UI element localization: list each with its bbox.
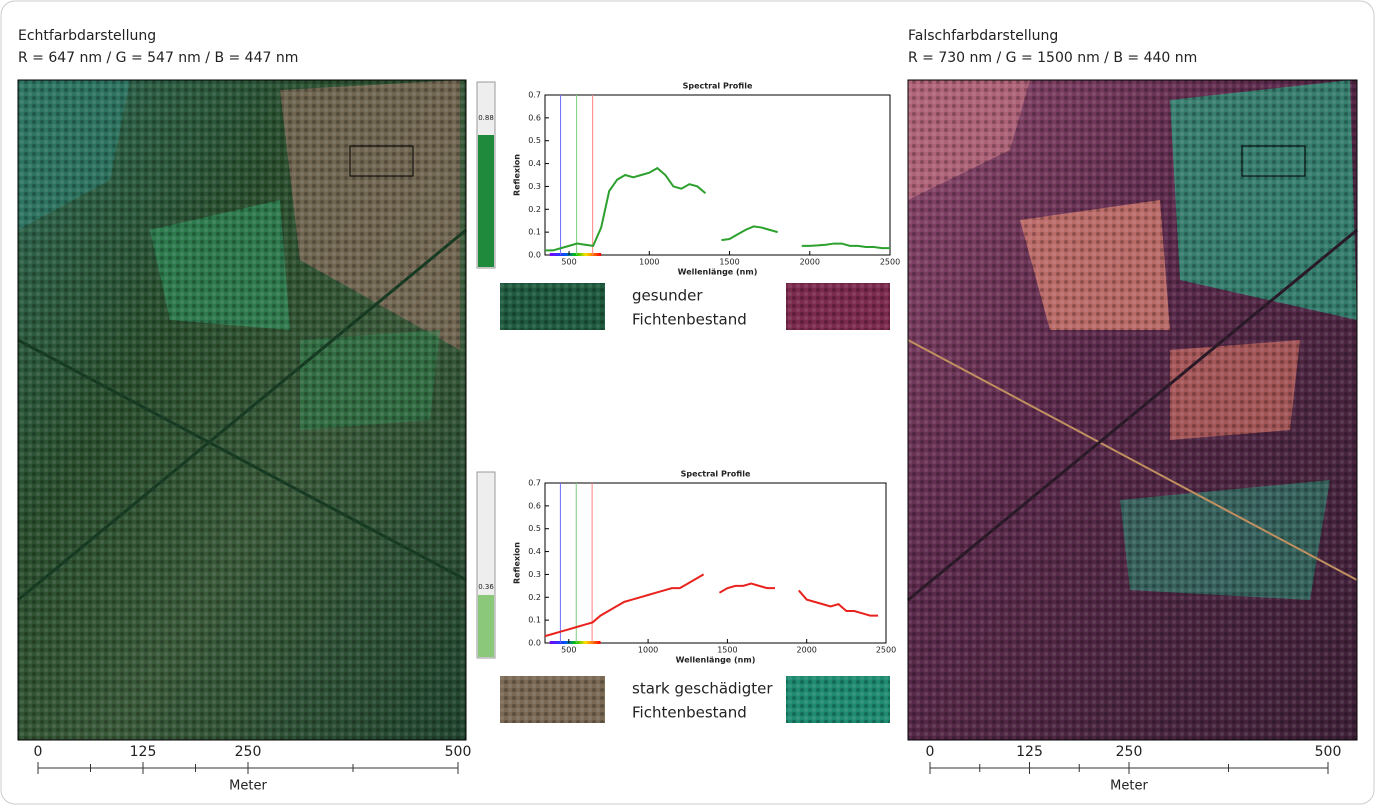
y-tick-label: 0.2 bbox=[528, 205, 541, 214]
panel-title: Falschfarbdarstellung bbox=[908, 28, 1058, 44]
scale-label: 0 bbox=[34, 744, 43, 760]
x-tick-label: 1500 bbox=[717, 646, 737, 655]
scale-label: 500 bbox=[1315, 744, 1342, 760]
y-tick-label: 0.4 bbox=[528, 159, 541, 168]
panel-subtitle: R = 730 nm / G = 1500 nm / B = 440 nm bbox=[908, 50, 1197, 66]
y-tick-label: 0.2 bbox=[528, 593, 541, 602]
scale-label: 250 bbox=[1116, 744, 1143, 760]
y-tick-label: 0.4 bbox=[528, 547, 541, 556]
y-tick-label: 0.7 bbox=[528, 91, 541, 100]
true-color-image bbox=[18, 80, 466, 740]
figure: 0.88 0.36 gesunder Fichtenbestand stark … bbox=[0, 0, 1375, 805]
x-tick-label: 2500 bbox=[880, 258, 900, 267]
swatch-label: stark geschädigter bbox=[632, 680, 773, 698]
y-tick-label: 0.5 bbox=[528, 136, 541, 145]
scale-label: 0 bbox=[926, 744, 935, 760]
x-tick-label: 1000 bbox=[638, 646, 658, 655]
x-tick-label: 500 bbox=[561, 258, 576, 267]
y-tick-label: 0.0 bbox=[528, 639, 541, 648]
scale-title: Meter bbox=[229, 779, 267, 794]
swatch-label: gesunder bbox=[632, 287, 703, 305]
y-tick-label: 0.0 bbox=[528, 251, 541, 260]
y-tick-label: 0.6 bbox=[528, 501, 541, 510]
y-tick-label: 0.5 bbox=[528, 524, 541, 533]
panel-subtitle: R = 647 nm / G = 547 nm / B = 447 nm bbox=[18, 50, 298, 66]
x-tick-label: 1500 bbox=[719, 258, 739, 267]
swatch-label: Fichtenbestand bbox=[632, 704, 747, 722]
x-tick-label: 1000 bbox=[639, 258, 659, 267]
slider-value: 0.36 bbox=[478, 583, 494, 591]
scale-title: Meter bbox=[1110, 779, 1148, 794]
x-tick-label: 2000 bbox=[797, 646, 817, 655]
scale-label: 500 bbox=[445, 744, 472, 760]
scale-label: 125 bbox=[130, 744, 157, 760]
spectrum-bar bbox=[550, 641, 601, 644]
y-axis-label: Reflexion bbox=[513, 154, 522, 196]
y-tick-label: 0.3 bbox=[528, 182, 541, 191]
slider-value: 0.88 bbox=[478, 114, 494, 122]
y-tick-label: 0.7 bbox=[528, 479, 541, 488]
chart-title: Spectral Profile bbox=[681, 470, 751, 479]
x-axis-label: Wellenlänge (nm) bbox=[676, 656, 756, 665]
y-axis-label: Reflexion bbox=[513, 542, 522, 584]
y-tick-label: 0.1 bbox=[528, 228, 541, 237]
y-tick-label: 0.3 bbox=[528, 570, 541, 579]
y-tick-label: 0.1 bbox=[528, 616, 541, 625]
x-tick-label: 500 bbox=[561, 646, 576, 655]
y-tick-label: 0.6 bbox=[528, 113, 541, 122]
spectral-chart: Spectral Profile Wellenlänge (nm) Reflexio… bbox=[513, 82, 901, 277]
chart-title: Spectral Profile bbox=[683, 82, 753, 91]
x-axis-label: Wellenlänge (nm) bbox=[678, 268, 758, 277]
x-tick-label: 2000 bbox=[800, 258, 820, 267]
spectral-chart: Spectral Profile Wellenlänge (nm) Reflexio… bbox=[513, 470, 897, 665]
false-color-image bbox=[908, 80, 1357, 740]
swatch-label: Fichtenbestand bbox=[632, 311, 747, 329]
panel-title: Echtfarbdarstellung bbox=[18, 28, 156, 44]
x-tick-label: 2500 bbox=[876, 646, 896, 655]
spectrum-bar bbox=[550, 253, 601, 256]
scale-label: 250 bbox=[235, 744, 262, 760]
scale-label: 125 bbox=[1016, 744, 1043, 760]
plot-area bbox=[545, 95, 890, 255]
